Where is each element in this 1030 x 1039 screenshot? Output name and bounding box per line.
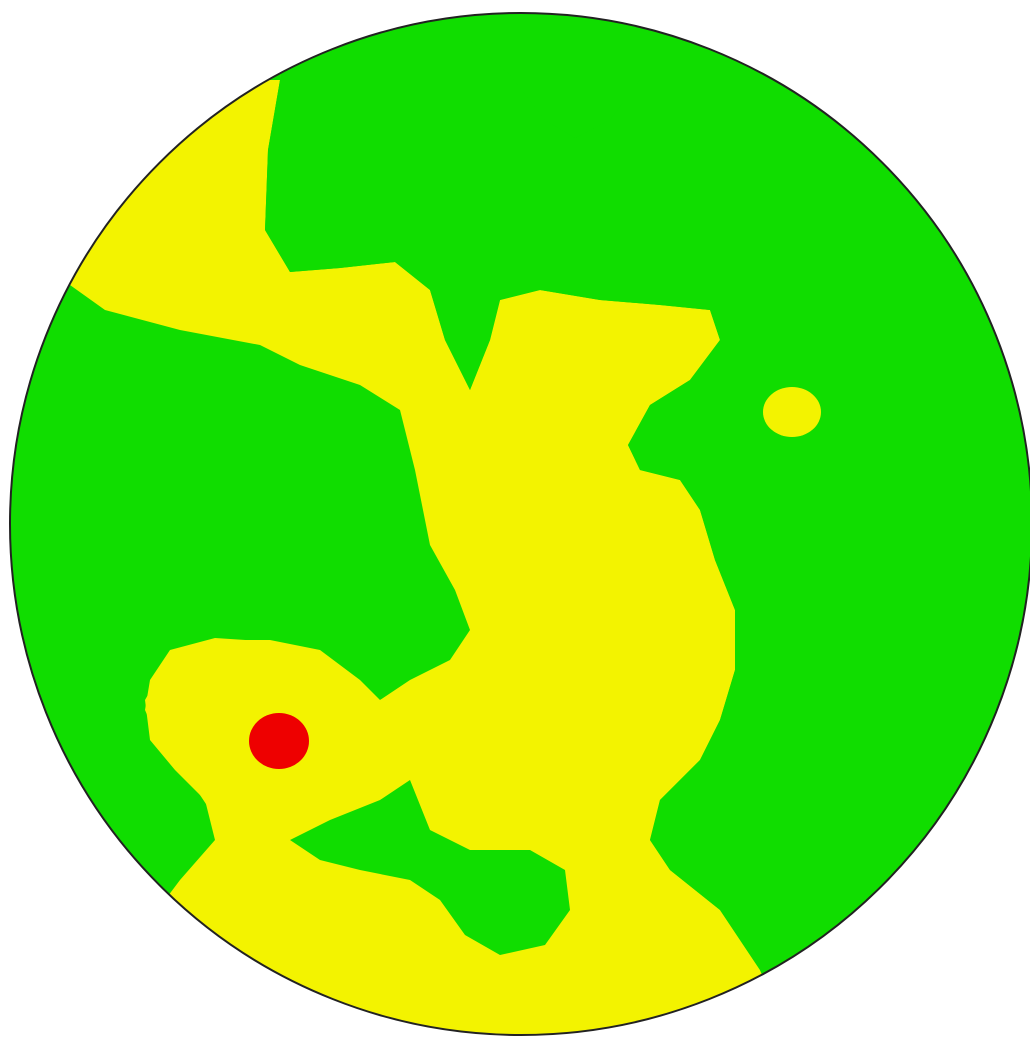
- map-outline: [9, 12, 1030, 1036]
- red-spot: [249, 713, 309, 769]
- green-region-east: [265, 13, 1030, 1035]
- green-region-south-pocket: [290, 780, 570, 955]
- yellow-neck: [380, 640, 480, 745]
- green-region-north: [270, 13, 670, 138]
- green-region-west: [10, 270, 470, 940]
- yellow-island-east: [763, 387, 821, 437]
